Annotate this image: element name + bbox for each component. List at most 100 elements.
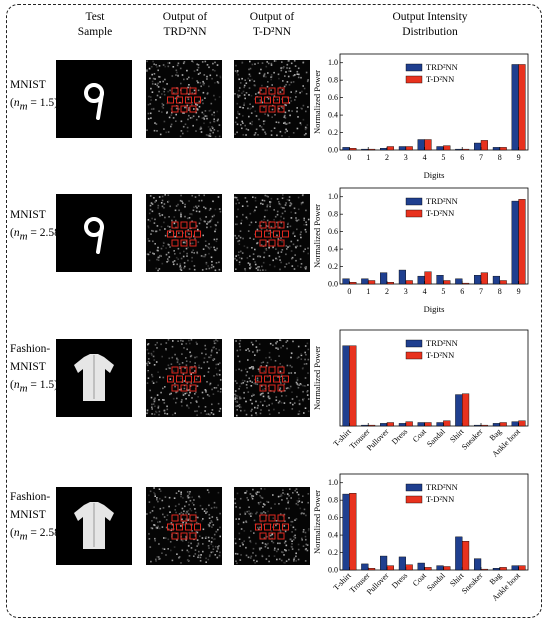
bar — [518, 64, 526, 151]
x-tick-label: 2 — [385, 287, 389, 296]
header-line: Distribution — [402, 26, 458, 38]
detector-region — [189, 239, 197, 247]
y-tick-label: 0.0 — [328, 146, 338, 155]
detector-region — [194, 96, 201, 104]
speckle-field — [146, 339, 222, 416]
x-tick-label: Sneaker — [460, 427, 485, 452]
detector-region — [185, 96, 192, 104]
bar — [368, 148, 376, 151]
bar — [499, 147, 507, 151]
detector-region — [180, 221, 188, 229]
bar — [386, 565, 394, 571]
row-label-line: MNIST — [10, 209, 46, 221]
bar — [480, 424, 488, 427]
bar — [480, 568, 488, 571]
y-tick-label: 0.8 — [328, 496, 338, 505]
legend-swatch — [405, 63, 423, 72]
header-line: T-D²NN — [252, 26, 292, 38]
detector-region — [264, 375, 271, 383]
detector-region — [273, 375, 280, 383]
detector-region — [185, 230, 192, 238]
detector-region — [268, 384, 276, 392]
detector-region — [273, 230, 280, 238]
output-image-td — [234, 60, 310, 138]
bar — [398, 269, 406, 285]
detector-region — [167, 230, 174, 238]
legend-swatch — [405, 197, 423, 206]
detector-region — [171, 514, 179, 522]
n-value: = 1.5) — [30, 97, 58, 109]
x-tick-label: 9 — [517, 153, 521, 162]
detector-region — [264, 96, 271, 104]
detector-region — [273, 96, 280, 104]
bar — [474, 424, 482, 427]
legend-swatch — [405, 209, 423, 218]
detector-region — [194, 375, 201, 383]
test-sample-image — [56, 60, 132, 138]
tshirt-icon — [74, 502, 114, 549]
detector-region — [171, 221, 179, 229]
test-sample-image — [56, 194, 132, 272]
header-distribution: Output Intensity Distribution — [355, 10, 505, 40]
x-tick-label: 7 — [479, 153, 483, 162]
bar — [461, 393, 470, 427]
output-image-trd — [146, 487, 222, 565]
detector-region — [277, 384, 285, 392]
bar — [443, 280, 451, 285]
output-image-trd — [146, 339, 222, 417]
bar — [386, 422, 394, 427]
header-line: Output of — [249, 11, 295, 23]
legend-label: T-D²NN — [426, 74, 454, 84]
detector-region — [268, 532, 276, 540]
detector-region — [189, 384, 197, 392]
x-tick-label: Dress — [390, 571, 409, 590]
bar — [342, 147, 350, 151]
detector-region — [268, 221, 276, 229]
bar — [380, 555, 388, 571]
x-tick-label: 0 — [347, 153, 351, 162]
detector-region — [277, 532, 285, 540]
plot-frame — [339, 53, 529, 151]
legend-label: T-D²NN — [426, 208, 454, 218]
row-label-line: Fashion- — [10, 491, 51, 503]
detector-region — [255, 96, 262, 104]
detector-region — [176, 523, 183, 531]
detector-region — [171, 239, 179, 247]
bar — [492, 147, 500, 151]
row-label-line: MNIST — [10, 509, 46, 521]
bar — [511, 64, 519, 151]
bar — [349, 345, 357, 427]
detector-region — [282, 230, 289, 238]
bar — [424, 422, 432, 427]
bar — [436, 146, 444, 151]
bar — [361, 148, 369, 151]
x-tick-label: 6 — [460, 153, 464, 162]
detector-region — [180, 87, 188, 95]
bar — [443, 145, 451, 151]
plot-frame — [339, 329, 529, 427]
detector-region — [189, 105, 197, 113]
legend-label: T-D²NN — [426, 494, 454, 504]
y-tick-label: 0.4 — [328, 531, 338, 540]
row-label-n: (nm = 1.5) — [10, 97, 58, 113]
bar — [518, 565, 526, 571]
header-line: TRD²NN — [163, 26, 207, 38]
detector-region — [268, 87, 276, 95]
x-tick-label: 4 — [423, 153, 427, 162]
detector-region — [167, 96, 174, 104]
header-output-trd: Output of TRD²NN — [145, 10, 225, 40]
x-tick-label: 1 — [366, 153, 370, 162]
x-tick-label: 3 — [404, 153, 408, 162]
bar — [380, 272, 388, 285]
row-label-2: Fashion- MNIST (nm = 1.5) — [10, 340, 58, 397]
header-line: Output Intensity — [392, 11, 468, 23]
speckle-field — [234, 339, 310, 417]
bar — [492, 275, 500, 285]
legend-swatch — [405, 339, 423, 348]
bar — [455, 278, 463, 285]
detector-region — [180, 239, 188, 247]
legend-swatch — [405, 483, 423, 492]
n-value: = 1.5) — [30, 379, 58, 391]
speckle-field — [234, 487, 310, 565]
legend-label: TRD²NN — [426, 62, 458, 72]
